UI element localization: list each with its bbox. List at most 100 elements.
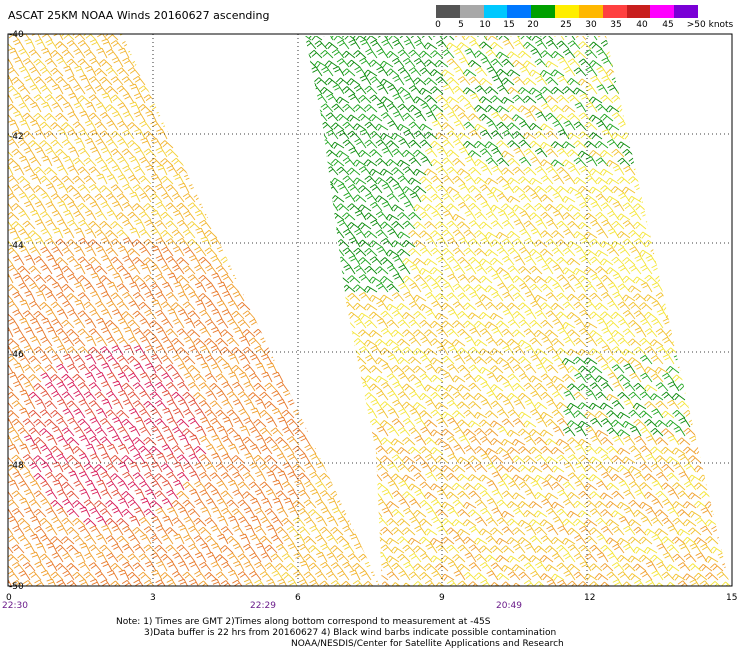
wind-barb — [628, 301, 642, 311]
wind-barb — [434, 384, 449, 392]
wind-barb — [418, 518, 433, 527]
wind-barb — [539, 86, 554, 95]
wind-barb — [588, 114, 603, 122]
wind-barb — [11, 418, 25, 428]
wind-barb — [249, 552, 262, 563]
wind-barb — [585, 336, 598, 347]
wind-barb — [436, 417, 449, 428]
wind-barb — [381, 363, 394, 374]
wind-barb — [368, 311, 383, 320]
wind-barb — [129, 227, 141, 239]
wind-barb — [458, 435, 471, 446]
wind-barb — [617, 571, 631, 581]
wind-barb — [447, 345, 460, 356]
colorbar-swatch — [507, 5, 532, 18]
wind-barb — [160, 463, 174, 473]
wind-barb — [387, 480, 400, 491]
wind-barb — [606, 355, 620, 365]
lat-label: -44 — [9, 241, 24, 251]
wind-barb — [453, 120, 466, 131]
wind-barb — [633, 418, 647, 428]
wind-barb — [386, 264, 400, 275]
wind-barb — [578, 525, 592, 536]
wind-barb — [418, 87, 433, 95]
wind-barb — [348, 93, 361, 104]
wind-barb — [44, 381, 58, 392]
wind-barb — [106, 174, 119, 185]
wind-barb — [281, 409, 295, 419]
wind-barb — [189, 434, 201, 446]
wind-barb — [17, 85, 31, 95]
wind-barb — [19, 119, 31, 131]
wind-barb — [385, 213, 400, 222]
wind-barb — [370, 345, 383, 356]
wind-barb — [66, 58, 80, 68]
wind-barb — [94, 427, 108, 437]
wind-barb — [116, 85, 130, 95]
wind-barb — [166, 435, 179, 446]
wind-barb — [28, 499, 42, 509]
wind-barb — [551, 247, 565, 257]
wind-barb — [562, 282, 576, 293]
wind-barb — [99, 185, 113, 194]
wind-barb — [11, 400, 25, 410]
wind-barb — [24, 326, 36, 338]
wind-barb — [429, 267, 444, 275]
wind-barb — [398, 264, 411, 275]
wind-barb — [255, 362, 267, 374]
wind-barb — [562, 426, 576, 437]
wind-barb — [221, 561, 234, 572]
wind-barb — [116, 283, 130, 293]
wind-barb — [52, 479, 64, 491]
wind-barb — [502, 183, 515, 194]
wind-barb — [128, 372, 141, 383]
wind-barb — [469, 327, 482, 338]
wind-barb — [530, 300, 543, 311]
wind-barb — [440, 69, 455, 77]
wind-barb — [629, 210, 642, 221]
wind-barb — [545, 166, 559, 176]
wind-barb — [204, 535, 218, 545]
wind-barb — [693, 572, 708, 581]
wind-barb — [282, 462, 295, 473]
wind-barb — [172, 318, 185, 329]
wind-barb — [621, 456, 636, 464]
wind-barb — [452, 85, 466, 95]
wind-barb — [544, 456, 559, 464]
wind-barb — [237, 571, 251, 581]
wind-barb — [533, 185, 548, 194]
wind-barb — [370, 39, 383, 50]
wind-barb — [676, 528, 691, 536]
wind-barb — [376, 390, 389, 401]
wind-barb — [330, 526, 344, 536]
wind-barb — [55, 94, 69, 104]
wind-barb — [555, 113, 570, 122]
wind-barb — [616, 411, 631, 420]
wind-barb — [397, 103, 411, 113]
wind-barb — [28, 49, 42, 59]
wind-barb — [709, 546, 724, 554]
wind-barb — [324, 41, 339, 50]
wind-barb — [271, 534, 284, 545]
wind-barb — [600, 544, 614, 554]
wind-barb — [259, 481, 273, 491]
wind-barb — [420, 282, 433, 293]
wind-barb — [544, 60, 559, 68]
wind-barb — [473, 140, 488, 149]
wind-barb — [160, 572, 174, 581]
wind-barb — [408, 230, 422, 239]
wind-barb — [73, 318, 86, 329]
wind-barb — [96, 443, 108, 455]
wind-barb — [8, 318, 9, 329]
wind-barb — [441, 157, 455, 167]
wind-barb — [8, 318, 20, 329]
wind-barb — [688, 527, 702, 536]
wind-barb — [474, 193, 488, 203]
wind-barb — [518, 36, 532, 41]
wind-barb — [118, 389, 130, 401]
wind-barb — [165, 184, 179, 194]
wind-barb — [605, 159, 620, 168]
wind-barb — [22, 454, 36, 464]
wind-barb — [110, 562, 124, 572]
wind-barb — [8, 85, 20, 95]
